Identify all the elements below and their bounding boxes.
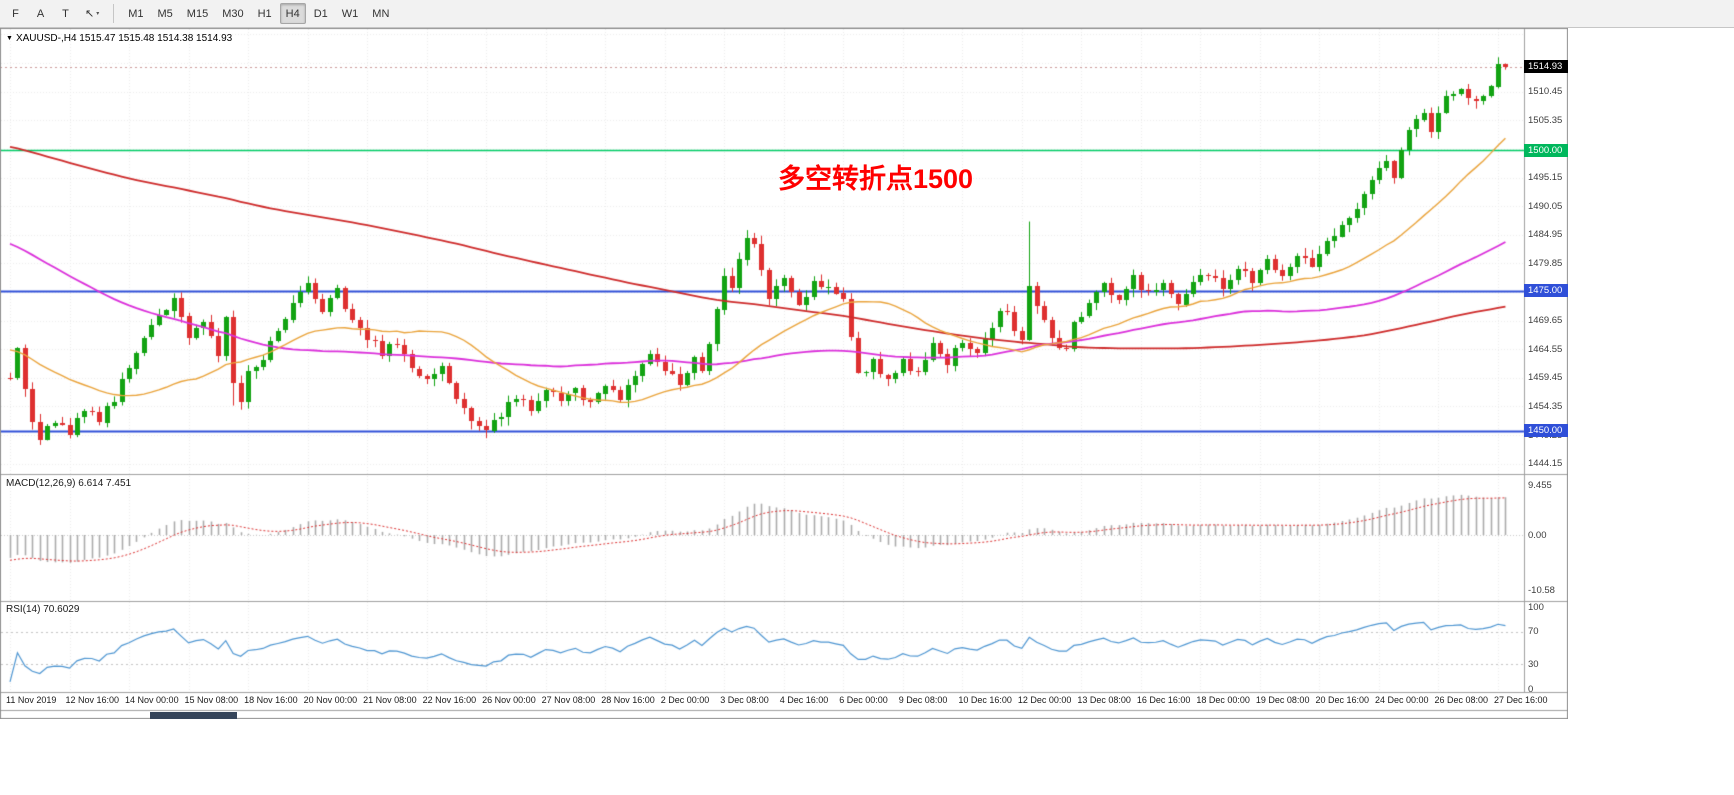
price-axis-label: 1464.55 (1528, 343, 1563, 355)
timeframe-button-w1[interactable]: W1 (341, 7, 359, 20)
price-axis-label: 1510.45 (1528, 86, 1563, 98)
timeframe-group: M1 M5 M15 M30 H1 H4 D1 W1 MN (122, 3, 395, 24)
time-axis-label: 11 Nov 2019 (6, 695, 57, 705)
price-badge: 1514.93 (1524, 60, 1568, 74)
chart-annotation: 多空转折点1500 (778, 164, 974, 194)
time-axis-label: 20 Nov 00:00 (303, 695, 358, 705)
price-axis-label: 1484.95 (1528, 229, 1563, 241)
time-axis-label: 19 Dec 08:00 (1255, 695, 1310, 705)
time-axis-label: 24 Dec 00:00 (1374, 695, 1429, 705)
timeframe-button-m30[interactable]: M30 (222, 7, 244, 20)
toolbar-separator (113, 4, 115, 23)
timeframe-button-h1[interactable]: H1 (257, 7, 272, 20)
rsi-axis-label: 100 (1528, 601, 1544, 613)
toolbar-button-text-label[interactable]: A (36, 7, 45, 20)
price-axis-label: 1505.35 (1528, 114, 1563, 126)
timeframe-button-d1[interactable]: D1 (313, 7, 328, 20)
timeframe-button-mn[interactable]: MN (372, 7, 390, 20)
price-axis-label: 1469.65 (1528, 315, 1563, 327)
symbol-ohlc-text: XAUUSD-,H4 1515.47 1515.48 1514.38 1514.… (15, 33, 233, 44)
price-axis-label: 1454.35 (1528, 400, 1563, 412)
time-axis-label: 21 Nov 08:00 (363, 695, 417, 705)
toolbar-button-arrow-tools[interactable]: ↖ ▾ (85, 8, 100, 20)
timeframe-button-m5[interactable]: M5 (157, 7, 173, 20)
chevron-down-icon: ▾ (96, 11, 100, 17)
timeframe-button-m1[interactable]: M1 (128, 7, 144, 20)
time-axis-label: 16 Dec 16:00 (1136, 695, 1191, 705)
price-badge: 1475.00 (1524, 284, 1568, 298)
time-axis-label: 13 Dec 08:00 (1077, 695, 1131, 705)
time-axis-label: 27 Nov 08:00 (541, 695, 596, 705)
chart-tab[interactable] (150, 712, 237, 719)
macd-label: MACD(12,26,9) 6.614 7.451 (6, 478, 132, 489)
price-badge: 1450.00 (1524, 424, 1568, 438)
time-axis-label: 18 Dec 00:00 (1196, 695, 1250, 705)
time-axis-label: 28 Nov 16:00 (601, 695, 655, 705)
time-axis-label: 10 Dec 16:00 (958, 695, 1012, 705)
time-axis-label: 4 Dec 16:00 (779, 695, 829, 705)
price-axis-label: 1490.05 (1528, 200, 1563, 212)
macd-axis-label: 9.455 (1528, 480, 1552, 492)
toolbar-button-templates[interactable]: F (12, 7, 19, 20)
time-axis-label: 20 Dec 16:00 (1315, 695, 1369, 705)
time-axis-label: 3 Dec 08:00 (720, 695, 769, 705)
time-axis-label: 12 Dec 00:00 (1017, 695, 1072, 705)
drawing-tools-group: F A T ↖ ▾ (4, 3, 105, 24)
price-axis-label: 1459.45 (1528, 372, 1563, 384)
time-axis-label: 9 Dec 08:00 (898, 695, 948, 705)
time-axis-label: 26 Dec 08:00 (1434, 695, 1489, 705)
time-axis-label: 18 Nov 16:00 (244, 695, 298, 705)
time-axis-label: 15 Nov 08:00 (184, 695, 239, 705)
price-axis[interactable]: 1510.45 1505.35 1495.15 1490.05 1484.95 1479.… (1524, 28, 1568, 695)
time-axis-label: 26 Nov 00:00 (482, 695, 536, 705)
time-axis-label: 22 Nov 16:00 (422, 695, 477, 705)
price-axis-label: 1479.85 (1528, 257, 1563, 269)
rsi-axis-label: 70 (1528, 626, 1539, 638)
time-axis-label: 6 Dec 00:00 (839, 695, 888, 705)
top-toolbar: F A T ↖ ▾ M1 M5 M15 M30 H1 H4 D1 W1 MN (0, 0, 1734, 28)
symbol-ohlc-line: ▼ XAUUSD-,H4 1515.47 1515.48 1514.38 151… (6, 33, 232, 44)
price-badge: 1500.00 (1524, 143, 1568, 157)
time-axis-label: 27 Dec 16:00 (1494, 695, 1548, 705)
time-axis[interactable]: 11 Nov 2019 12 Nov 16:00 14 Nov 00:00 15 No… (0, 692, 1568, 710)
rsi-axis-label: 30 (1528, 658, 1539, 670)
rsi-label: RSI(14) 70.6029 (6, 604, 80, 615)
price-axis-label: 1444.15 (1528, 458, 1563, 470)
macd-axis-label: 0.00 (1528, 529, 1547, 541)
collapse-triangle-icon[interactable]: ▼ (6, 35, 13, 42)
price-axis-label: 1495.15 (1528, 172, 1563, 183)
time-axis-label: 12 Nov 16:00 (65, 695, 120, 705)
time-axis-label: 14 Nov 00:00 (125, 695, 179, 705)
price-chart-canvas[interactable] (0, 28, 1568, 719)
timeframe-button-h4[interactable]: H4 (279, 3, 306, 24)
timeframe-button-m15[interactable]: M15 (186, 7, 209, 20)
macd-axis-label: -10.58 (1528, 584, 1555, 596)
time-axis-label: 2 Dec 00:00 (660, 695, 710, 705)
rsi-axis-label: 0 (1528, 683, 1534, 695)
toolbar-button-text-box[interactable]: T (62, 7, 69, 20)
